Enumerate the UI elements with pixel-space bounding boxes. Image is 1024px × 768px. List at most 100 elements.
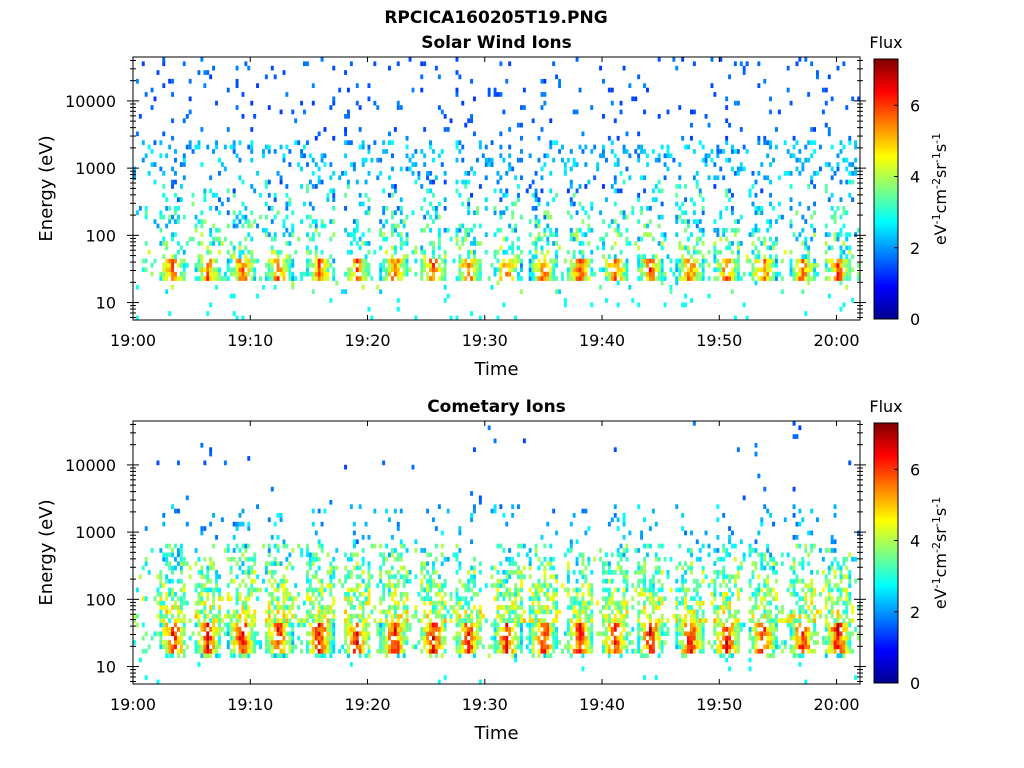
flux-cell	[358, 105, 362, 110]
flux-cell	[499, 144, 503, 150]
flux-cell	[402, 223, 406, 229]
flux-cell	[232, 653, 236, 658]
flux-cell	[716, 574, 720, 580]
flux-cell	[162, 271, 166, 277]
flux-cell	[162, 552, 166, 558]
flux-cell	[660, 543, 664, 549]
flux-cell	[437, 627, 441, 632]
flux-cell	[549, 258, 553, 264]
x-tick-label: 19:40	[579, 331, 625, 350]
flux-cell	[643, 578, 647, 584]
flux-cell	[640, 258, 644, 264]
flux-cell	[467, 648, 471, 654]
flux-cell	[534, 223, 538, 229]
flux-cell	[437, 631, 441, 637]
flux-cell	[613, 153, 617, 159]
flux-cell	[687, 565, 690, 571]
flux-cell	[200, 219, 204, 224]
flux-cell	[690, 640, 693, 645]
flux-cell	[326, 622, 330, 628]
flux-cell	[223, 236, 227, 242]
flux-cell	[792, 135, 796, 141]
flux-cell	[420, 565, 424, 571]
flux-cell	[264, 635, 268, 641]
flux-cell	[854, 144, 858, 150]
flux-cell	[473, 223, 476, 229]
flux-cell	[575, 578, 579, 584]
flux-cell	[643, 622, 647, 628]
flux-cell	[203, 188, 207, 194]
flux-cell	[147, 144, 151, 150]
flux-cell	[731, 227, 734, 233]
flux-cell	[704, 258, 708, 264]
flux-cell	[168, 144, 172, 150]
flux-cell	[399, 556, 403, 562]
flux-cell	[264, 631, 268, 637]
flux-cell	[575, 109, 579, 115]
flux-cell	[349, 504, 353, 509]
flux-cell	[458, 276, 462, 281]
flux-cell	[432, 157, 435, 163]
flux-cell	[238, 175, 242, 181]
flux-cell	[182, 640, 186, 645]
flux-cell	[848, 140, 852, 145]
flux-cell	[361, 592, 365, 597]
flux-cell	[493, 618, 497, 623]
flux-cell	[267, 232, 271, 237]
flux-cell	[414, 605, 418, 610]
flux-cell	[648, 258, 652, 264]
flux-cell	[352, 640, 356, 645]
flux-cell	[297, 618, 301, 623]
flux-cell	[423, 565, 427, 571]
flux-cell	[194, 263, 198, 268]
flux-cell	[317, 578, 321, 584]
flux-cell	[182, 175, 186, 181]
flux-cell	[449, 613, 453, 619]
flux-cell	[352, 162, 356, 167]
flux-cell	[235, 596, 239, 601]
flux-cell	[229, 267, 233, 273]
flux-cell	[569, 631, 573, 637]
flux-cell	[473, 276, 476, 281]
flux-cell	[619, 271, 623, 277]
flux-cell	[247, 640, 251, 645]
flux-cell	[517, 276, 520, 281]
flux-cell	[572, 622, 576, 628]
flux-cell	[716, 232, 720, 237]
flux-cell	[349, 605, 353, 610]
flux-cell	[754, 254, 758, 259]
flux-cell	[590, 635, 594, 641]
flux-cell	[247, 232, 251, 237]
flux-cell	[209, 175, 213, 181]
flux-cell	[297, 592, 301, 597]
flux-cell	[605, 157, 608, 163]
flux-cell	[203, 627, 207, 632]
flux-cell	[669, 587, 673, 593]
flux-cell	[496, 631, 500, 637]
flux-cell	[473, 635, 476, 641]
flux-cell	[434, 635, 438, 641]
flux-cell	[253, 613, 257, 619]
flux-cell	[552, 157, 556, 163]
flux-cell	[273, 578, 277, 584]
flux-cell	[824, 162, 828, 167]
flux-cell	[393, 508, 397, 514]
flux-cell	[578, 609, 582, 615]
flux-cell	[405, 254, 409, 259]
flux-cell	[663, 271, 667, 277]
flux-cell	[171, 284, 175, 290]
flux-cell	[247, 622, 251, 628]
flux-cell	[690, 618, 693, 623]
flux-cell	[446, 556, 450, 562]
flux-cell	[695, 609, 699, 615]
flux-cell	[502, 236, 506, 242]
flux-cell	[690, 298, 693, 303]
flux-cell	[391, 631, 394, 637]
flux-cell	[701, 600, 705, 606]
flux-cell	[669, 556, 673, 562]
flux-cell	[470, 227, 474, 233]
flux-cell	[344, 227, 348, 233]
flux-cell	[235, 271, 239, 277]
flux-cell	[273, 521, 277, 527]
flux-cell	[678, 543, 682, 549]
